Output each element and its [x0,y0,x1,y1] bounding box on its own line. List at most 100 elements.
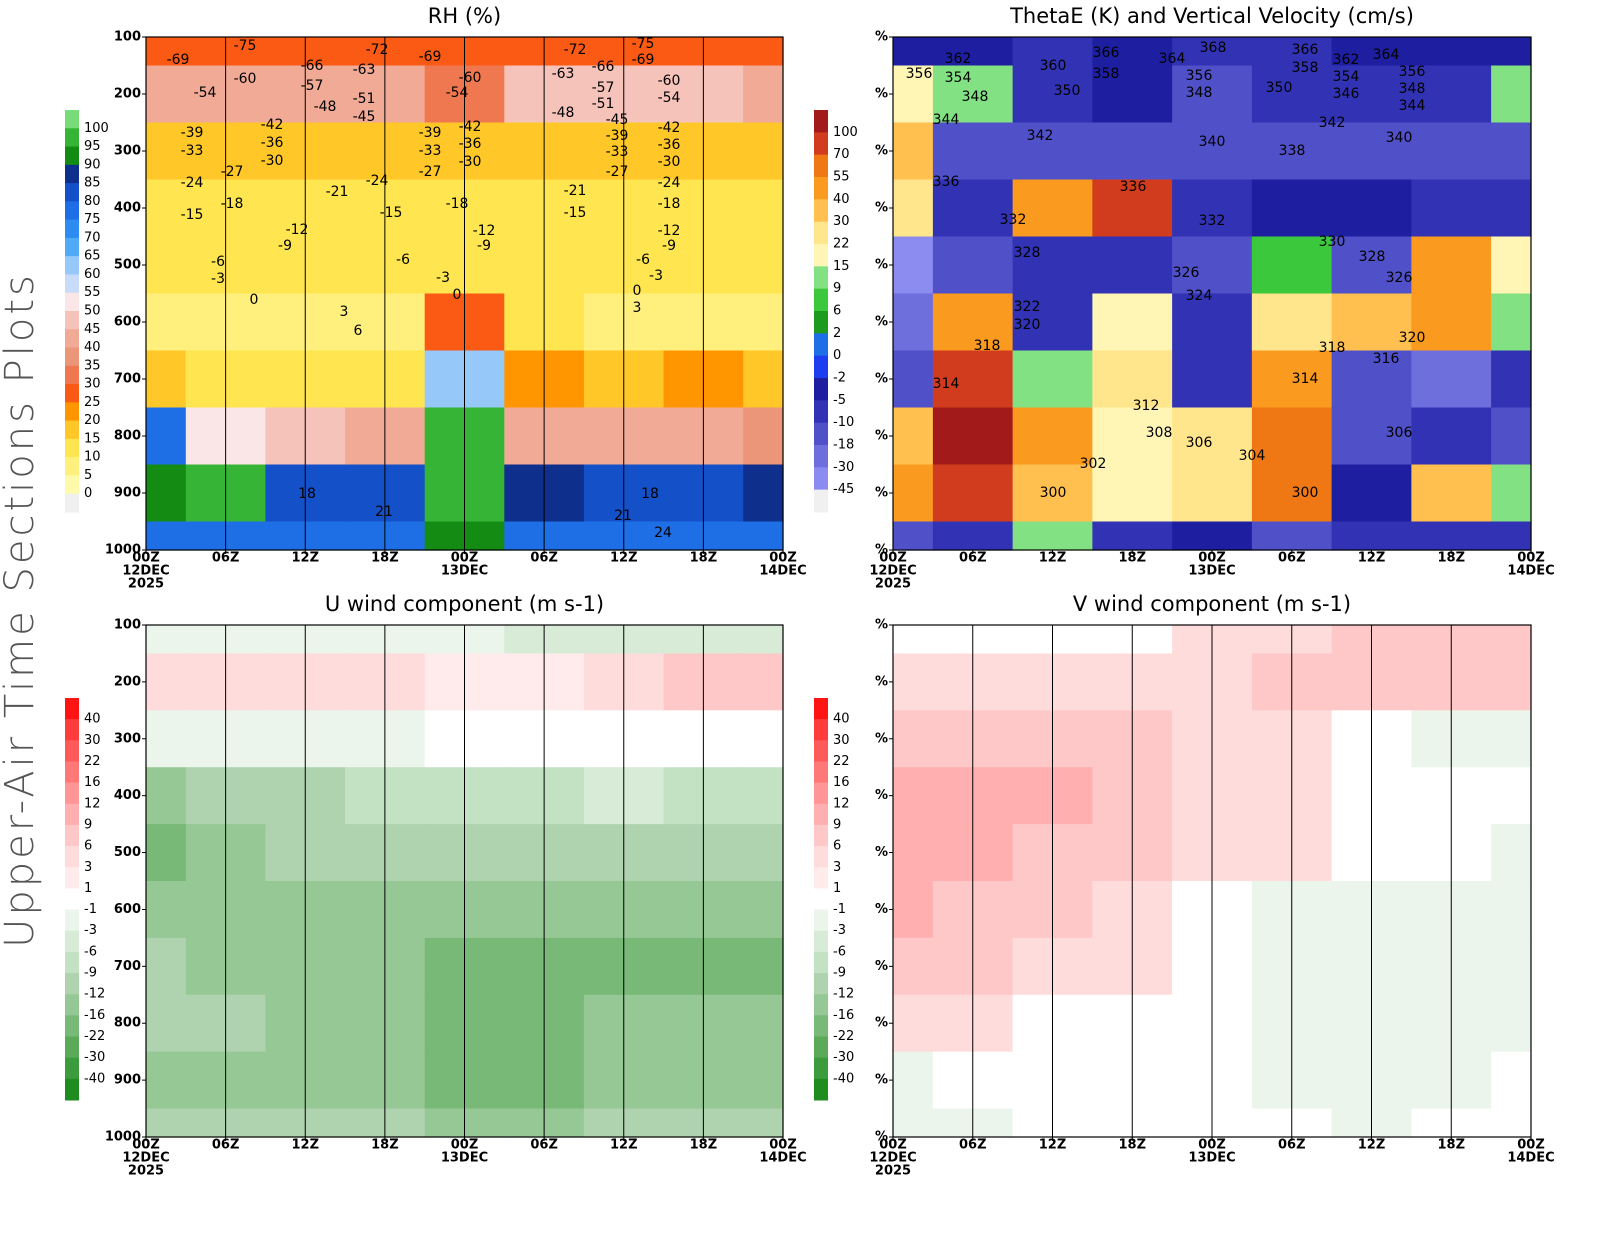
field-cell [1491,994,1532,1053]
x-tick-label: 12DEC [869,1151,916,1166]
colorbar-label: 30 [84,377,101,392]
colorbar-label: -10 [833,415,854,430]
colorbar-box [814,1057,828,1080]
contour-label: 18 [298,486,316,502]
colorbar-box [814,782,828,805]
contour-label: -54 [446,85,469,101]
colorbar-box [814,266,828,290]
y-tick-label: % [875,87,888,102]
x-tick-label: 13DEC [441,564,488,579]
field-cell [1012,122,1093,181]
contour-label: 314 [1292,371,1319,387]
field-cell [1491,65,1532,124]
plot-frame [145,36,784,551]
colorbar-box [65,493,79,513]
field-cell [1092,350,1173,409]
colorbar-label: 9 [84,817,92,832]
field-cell [1092,407,1173,466]
x-tick-label: 14DEC [1507,564,1554,579]
contour-label: 332 [1199,213,1226,229]
contour-label: 18 [641,486,659,502]
y-tick-label: 400 [114,788,141,803]
contour-label: 332 [1000,212,1027,228]
colorbar-box [65,867,79,889]
colorbar-label: -6 [833,944,846,959]
field-cell [1491,881,1532,939]
field-cell [146,236,187,295]
contour-label: 6 [354,323,363,339]
field-cell [1331,350,1412,409]
field-cell [1172,37,1253,67]
field-cell [893,464,934,523]
field-cell [1251,236,1333,295]
field-cell [1411,407,1492,466]
colorbar-box [65,846,79,868]
colorbar-box [65,128,79,148]
field-cell [1172,293,1253,352]
field-cell [1092,179,1173,238]
field-cell [1172,521,1253,551]
colorbar-box [814,803,828,826]
colorbar-box [65,329,79,349]
x-tick-label: 12Z [1039,551,1067,566]
colorbar-label: 3 [833,860,841,875]
field-cell [743,994,784,1053]
field-cell [893,710,934,768]
field-cell [1491,937,1532,996]
field-cell [1092,122,1173,181]
colorbar-box [814,244,828,267]
colorbar-label: 0 [84,486,92,501]
field-cell [146,937,187,996]
contour-label: -6 [636,252,650,268]
field-cell [893,350,934,409]
contour-label: -57 [301,78,324,94]
colorbar-label: -22 [84,1029,105,1044]
field-cell [743,350,784,409]
colorbar-label: 25 [84,395,101,410]
colorbar-label: 55 [833,170,850,185]
contour-label: 312 [1133,398,1160,414]
field-cell [1172,65,1253,124]
field-cell [893,122,934,181]
colorbar-label: 12 [84,796,101,811]
field-cell [743,1108,784,1138]
colorbar-label: -30 [84,1050,105,1065]
contour-label: 0 [453,287,462,303]
colorbar-label: -22 [833,1029,854,1044]
field-cell [1251,122,1333,181]
x-tick-label: 00Z [1198,551,1226,566]
y-tick-label: 100 [114,30,141,45]
y-tick-label: % [875,486,888,501]
contour-label: 350 [1054,83,1081,99]
contour-label: 320 [1014,317,1041,333]
contour-label: -72 [564,42,587,58]
contour-label: -60 [234,71,257,87]
colorbar-label: -9 [84,966,97,981]
colorbar-label: -40 [833,1071,854,1086]
contour-label: -15 [380,205,403,221]
colorbar-box [65,219,79,239]
field-cell [1092,236,1173,295]
colorbar-label: 22 [833,237,850,252]
x-tick-label: 13DEC [1188,1151,1235,1166]
field-cell [1012,65,1093,124]
colorbar-label: 100 [833,125,858,140]
contour-label: -39 [181,125,204,141]
colorbar-box [65,183,79,202]
contour-label: -51 [592,96,615,112]
colorbar-box [65,274,79,294]
field-cell [146,1051,187,1110]
field-cell [146,710,187,768]
contour-label: -69 [167,52,190,68]
chart-title: RH (%) [428,4,501,28]
y-tick-label: 200 [114,674,141,689]
x-tick-label: 18Z [690,551,718,566]
colorbar-box [65,740,79,762]
field-cell [146,881,187,939]
field-cell [743,37,784,67]
field-cell [743,236,784,295]
field-cell [146,293,187,352]
contour-label: -18 [446,196,469,212]
field-cell [146,994,187,1053]
colorbar-label: 9 [833,281,841,296]
